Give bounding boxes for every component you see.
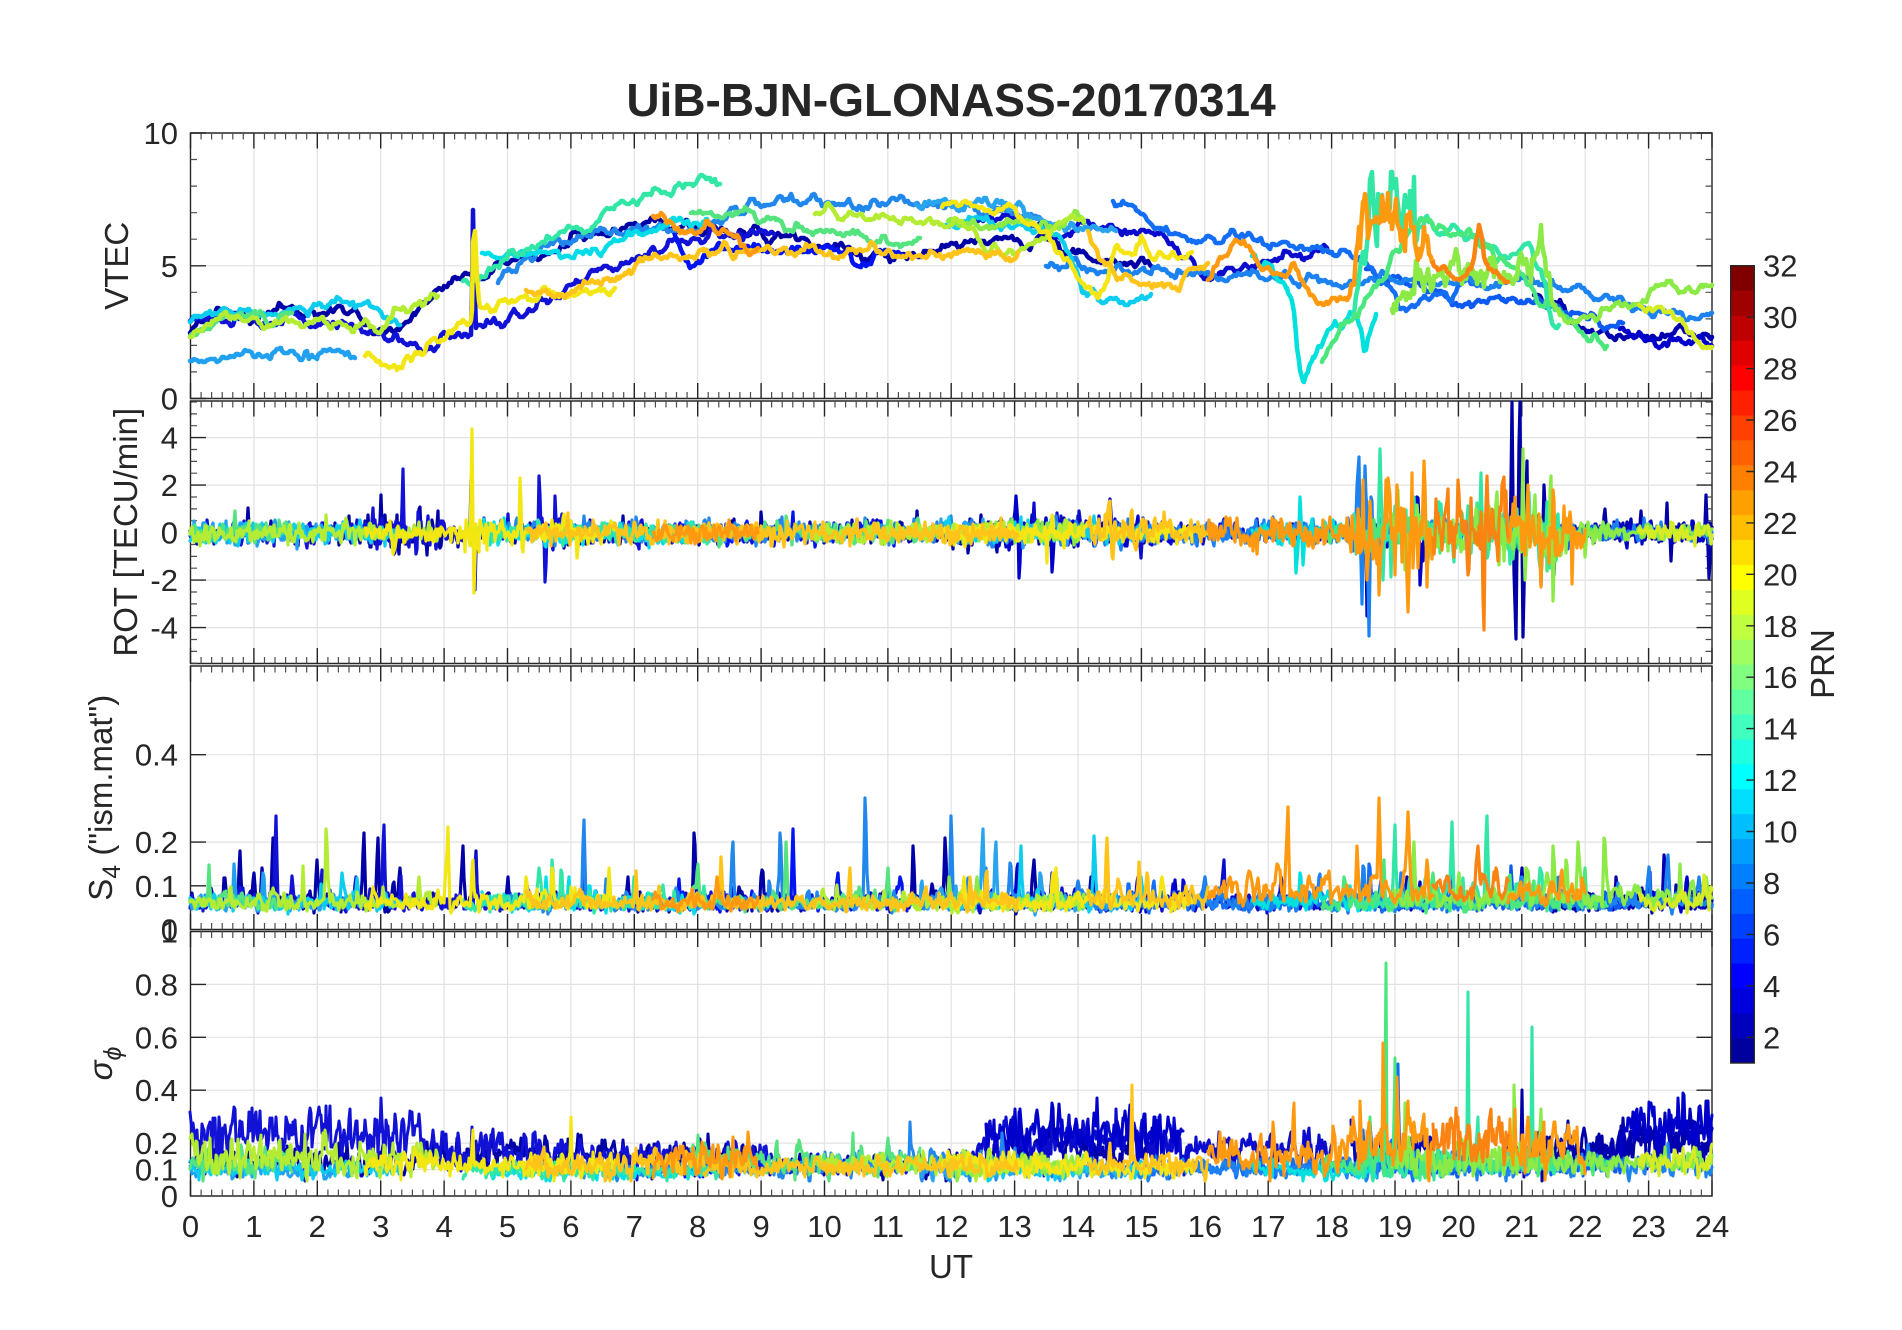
svg-text:UT: UT: [929, 1248, 973, 1285]
svg-text:9: 9: [752, 1209, 769, 1244]
svg-text:13: 13: [997, 1209, 1031, 1244]
svg-text:10: 10: [1763, 815, 1797, 850]
svg-text:22: 22: [1763, 506, 1797, 541]
svg-text:24: 24: [1763, 454, 1797, 489]
svg-text:1: 1: [161, 915, 178, 950]
svg-text:0.8: 0.8: [135, 967, 178, 1002]
svg-text:6: 6: [562, 1209, 579, 1244]
svg-text:0: 0: [161, 1179, 178, 1214]
svg-text:28: 28: [1763, 352, 1797, 387]
svg-text:11: 11: [872, 1209, 904, 1244]
svg-text:23: 23: [1631, 1209, 1665, 1244]
svg-text:PRN: PRN: [1804, 629, 1841, 699]
svg-text:18: 18: [1763, 609, 1797, 644]
svg-text:ROT [TECU/min]: ROT [TECU/min]: [107, 408, 144, 657]
svg-text:17: 17: [1251, 1209, 1285, 1244]
svg-text:0.4: 0.4: [135, 1073, 178, 1108]
svg-text:18: 18: [1314, 1209, 1348, 1244]
svg-text:14: 14: [1061, 1209, 1095, 1244]
svg-text:0.2: 0.2: [135, 1126, 178, 1161]
svg-text:2: 2: [161, 468, 178, 503]
svg-text:0.6: 0.6: [135, 1020, 178, 1055]
svg-text:0: 0: [161, 382, 178, 417]
svg-text:7: 7: [626, 1209, 643, 1244]
svg-text:6: 6: [1763, 917, 1780, 952]
svg-text:32: 32: [1763, 249, 1797, 284]
svg-text:12: 12: [934, 1209, 968, 1244]
svg-text:22: 22: [1568, 1209, 1602, 1244]
svg-text:0.2: 0.2: [135, 825, 178, 860]
svg-text:4: 4: [161, 421, 178, 456]
svg-text:0.1: 0.1: [135, 869, 178, 904]
svg-text:0.4: 0.4: [135, 738, 178, 773]
svg-text:20: 20: [1441, 1209, 1475, 1244]
svg-text:20: 20: [1763, 557, 1797, 592]
svg-text:3: 3: [372, 1209, 389, 1244]
svg-text:0: 0: [161, 516, 178, 551]
svg-text:5: 5: [161, 249, 178, 284]
svg-text:10: 10: [807, 1209, 841, 1244]
svg-text:-4: -4: [150, 611, 178, 646]
svg-text:8: 8: [1763, 866, 1780, 901]
svg-text:VTEC: VTEC: [98, 222, 135, 310]
svg-text:0: 0: [161, 913, 178, 948]
svg-text:4: 4: [435, 1209, 452, 1244]
svg-text:16: 16: [1763, 660, 1797, 695]
svg-text:UiB-BJN-GLONASS-20170314: UiB-BJN-GLONASS-20170314: [626, 74, 1276, 126]
svg-text:14: 14: [1763, 712, 1797, 747]
svg-text:0: 0: [182, 1209, 199, 1244]
svg-text:16: 16: [1188, 1209, 1222, 1244]
svg-text:30: 30: [1763, 300, 1797, 335]
svg-text:24: 24: [1695, 1209, 1729, 1244]
svg-text:10: 10: [144, 116, 178, 151]
svg-text:21: 21: [1505, 1209, 1539, 1244]
svg-text:19: 19: [1378, 1209, 1412, 1244]
svg-text:4: 4: [1763, 969, 1780, 1004]
svg-text:0.1: 0.1: [135, 1153, 178, 1188]
svg-text:-2: -2: [150, 563, 178, 598]
svg-text:1: 1: [245, 1209, 262, 1244]
svg-text:5: 5: [499, 1209, 516, 1244]
svg-text:2: 2: [1763, 1020, 1780, 1055]
svg-text:2: 2: [309, 1209, 326, 1244]
svg-text:8: 8: [689, 1209, 706, 1244]
svg-text:26: 26: [1763, 403, 1797, 438]
svg-text:15: 15: [1124, 1209, 1158, 1244]
svg-text:12: 12: [1763, 763, 1797, 798]
